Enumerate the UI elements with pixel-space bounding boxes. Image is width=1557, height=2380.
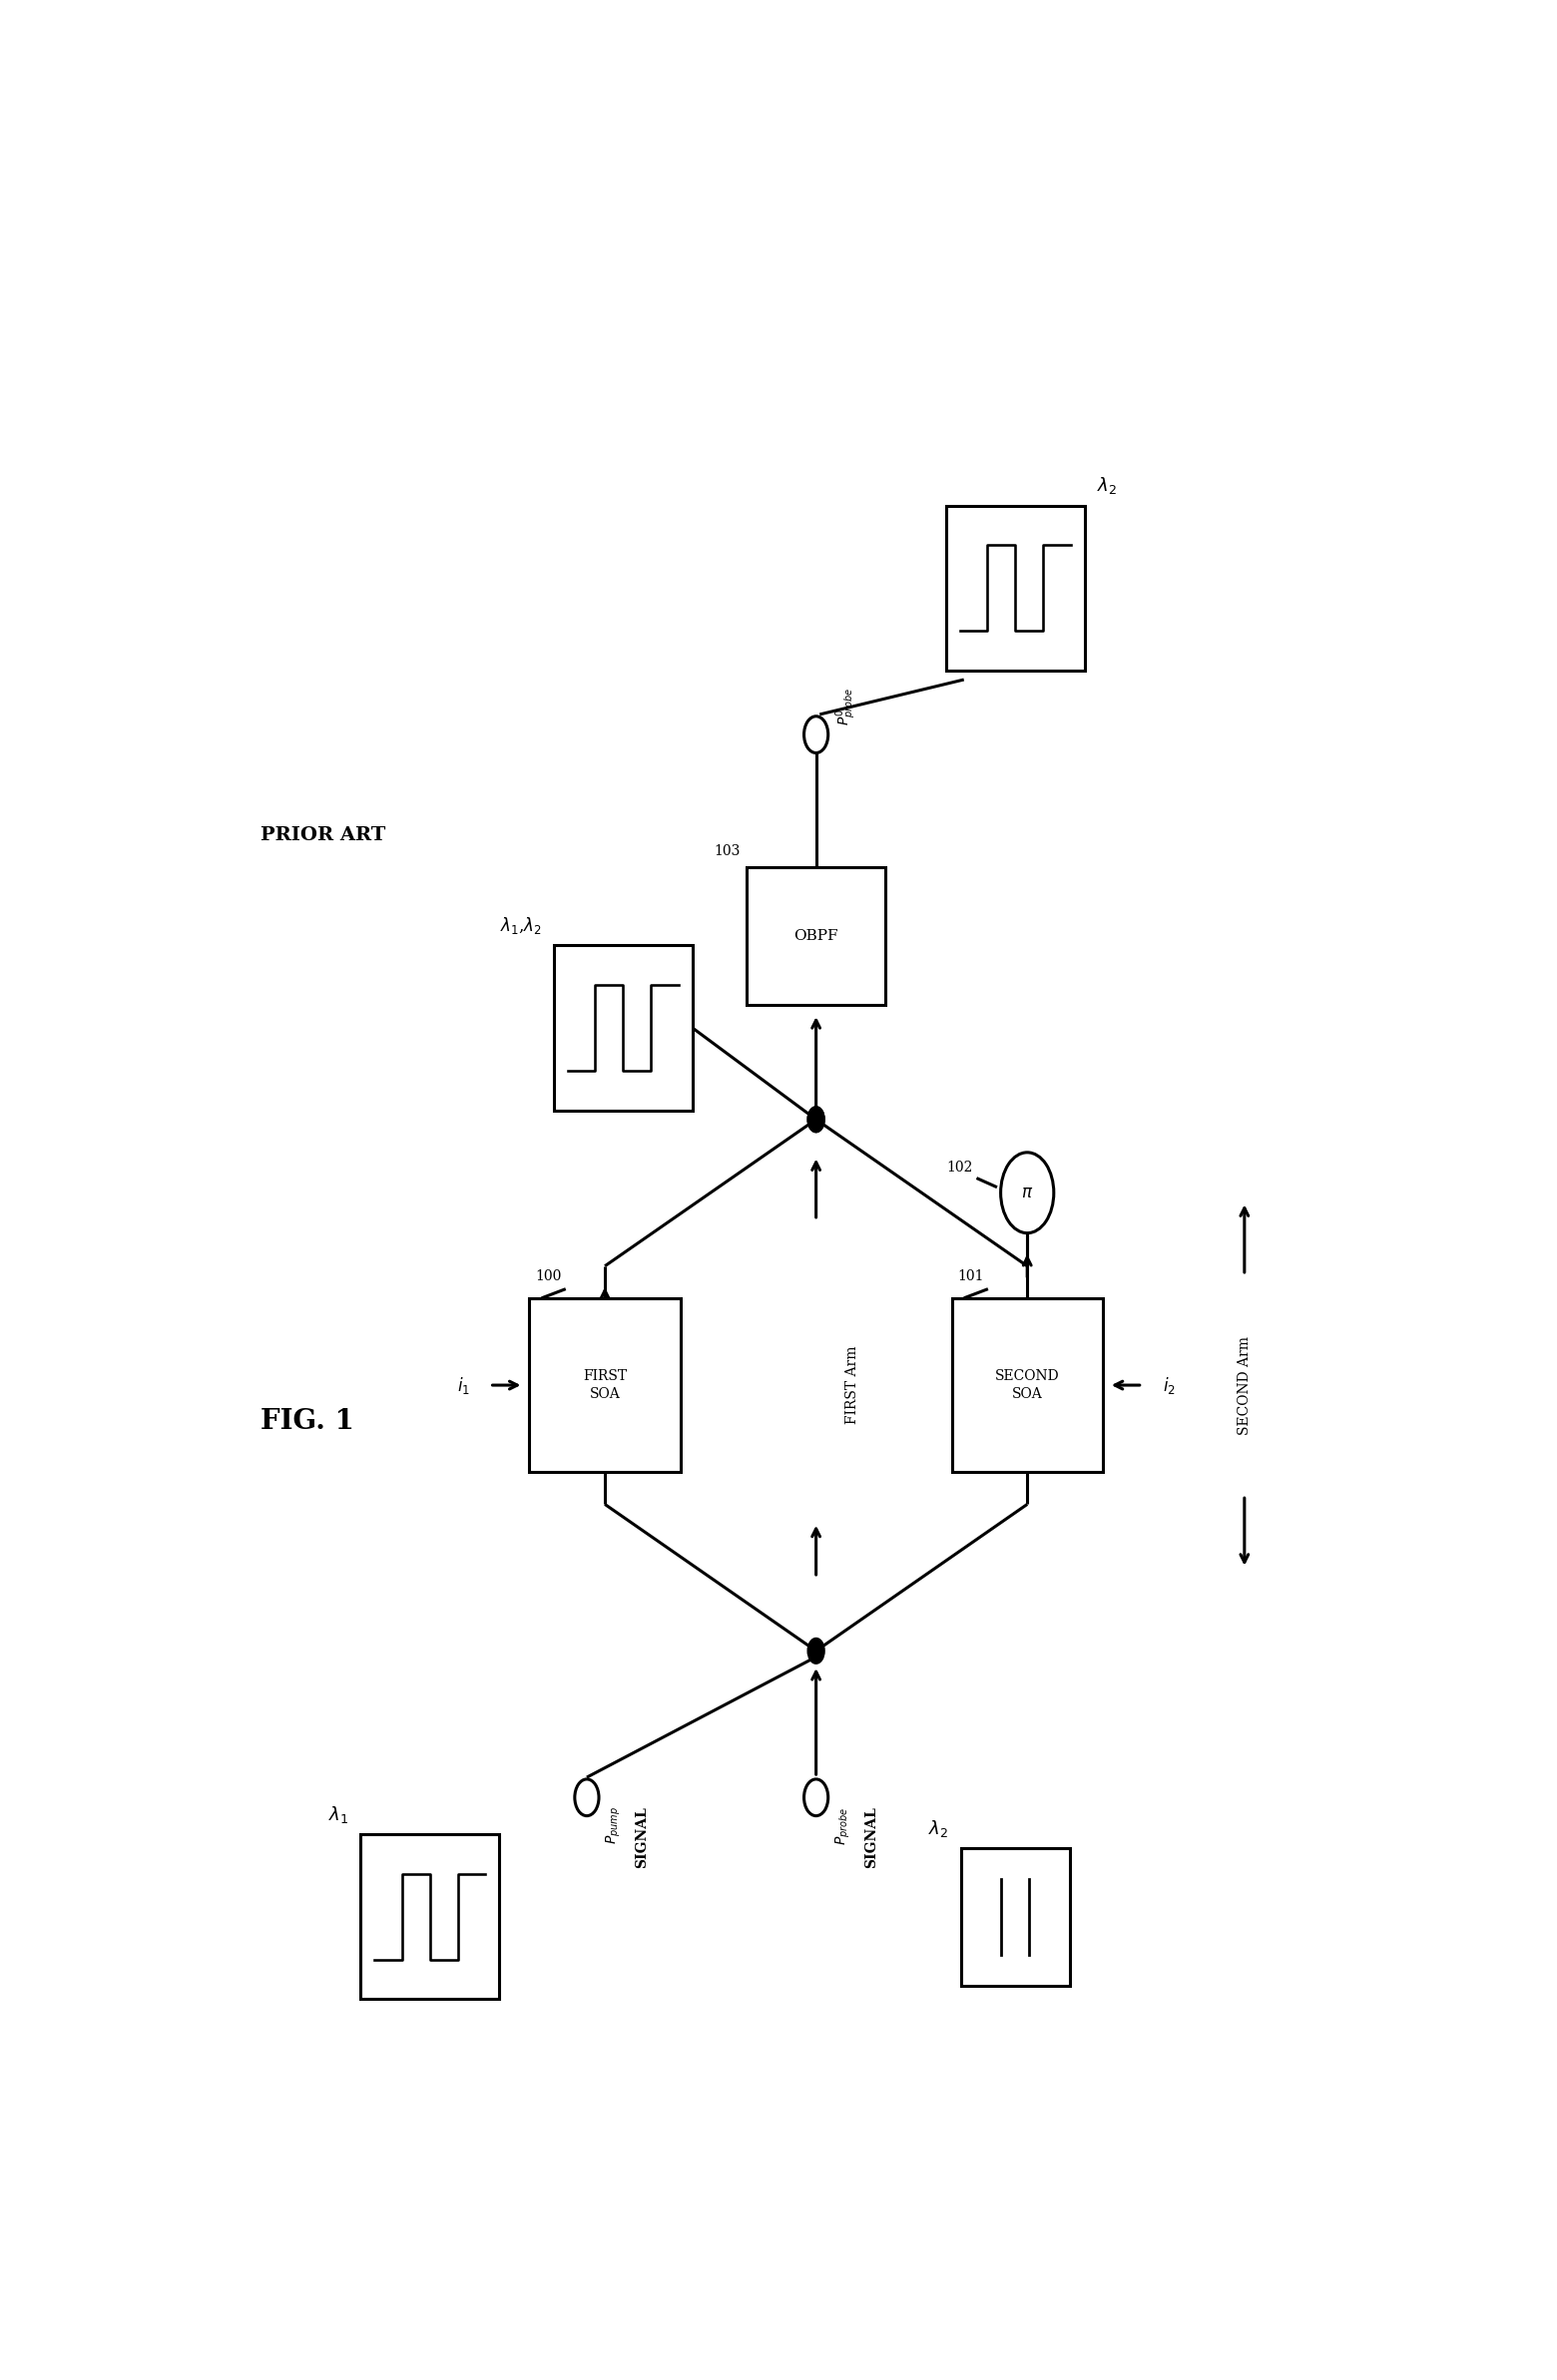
Circle shape [803, 716, 828, 752]
Text: $P_{pump}$: $P_{pump}$ [604, 1806, 623, 1844]
Text: 102: 102 [947, 1161, 973, 1173]
Text: $i_2$: $i_2$ [1163, 1376, 1176, 1395]
Text: $i_1$: $i_1$ [456, 1376, 470, 1395]
Text: 101: 101 [958, 1269, 984, 1283]
Text: $\lambda_1$,$\lambda_2$: $\lambda_1$,$\lambda_2$ [500, 916, 542, 935]
Circle shape [808, 1107, 825, 1133]
Text: 103: 103 [715, 845, 741, 859]
Bar [747, 866, 886, 1004]
Text: FIRST
SOA: FIRST SOA [582, 1368, 627, 1402]
Text: SECOND
SOA: SECOND SOA [995, 1368, 1059, 1402]
Text: $\lambda_2$: $\lambda_2$ [928, 1818, 948, 1840]
Text: 100: 100 [536, 1269, 562, 1283]
Text: $\lambda_1$: $\lambda_1$ [329, 1804, 349, 1825]
Bar [961, 1847, 1070, 1985]
Text: SECOND Arm: SECOND Arm [1238, 1335, 1252, 1435]
Bar [554, 945, 693, 1109]
Bar [361, 1835, 500, 1999]
Bar [945, 505, 1085, 671]
Circle shape [575, 1780, 599, 1816]
Circle shape [808, 1107, 825, 1133]
Text: $P^0_{probe}$: $P^0_{probe}$ [835, 688, 858, 726]
Text: FIRST Arm: FIRST Arm [845, 1347, 859, 1423]
Text: PRIOR ART: PRIOR ART [262, 826, 386, 845]
Bar [529, 1297, 680, 1473]
Circle shape [808, 1637, 825, 1664]
Text: FIG. 1: FIG. 1 [262, 1409, 355, 1435]
Circle shape [1001, 1152, 1054, 1233]
Circle shape [803, 1780, 828, 1816]
Text: $\pi$: $\pi$ [1021, 1185, 1034, 1202]
Text: OBPF: OBPF [794, 928, 838, 942]
Text: $P_{probe}$: $P_{probe}$ [835, 1806, 852, 1844]
Text: $\lambda_2$: $\lambda_2$ [1096, 476, 1116, 497]
Bar [951, 1297, 1102, 1473]
Text: SIGNAL: SIGNAL [864, 1806, 878, 1868]
Text: SIGNAL: SIGNAL [635, 1806, 649, 1868]
